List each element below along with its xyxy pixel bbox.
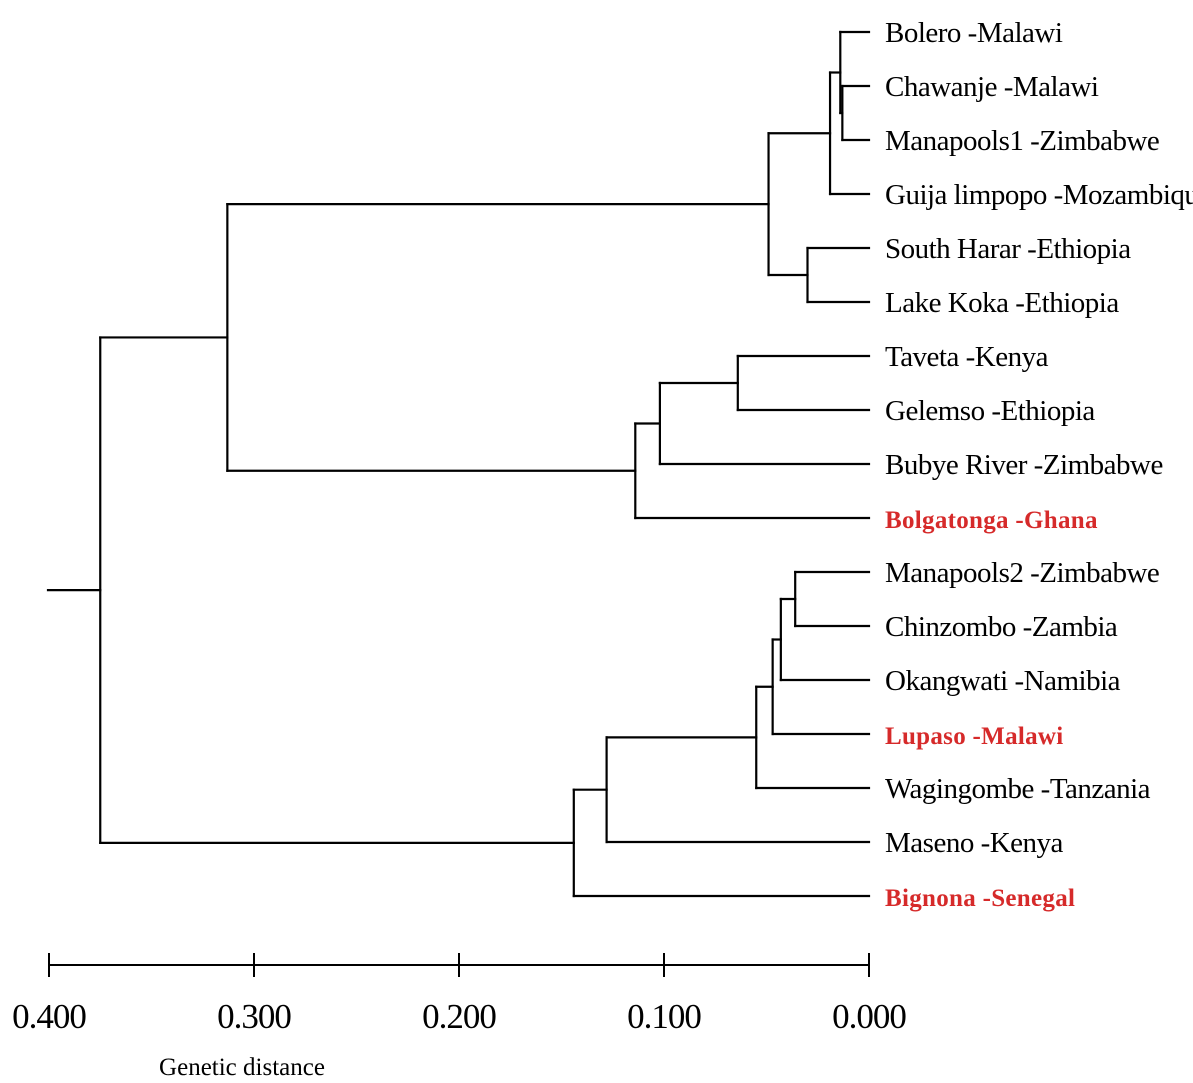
leaf-label: Manapools2 -Zimbabwe [885, 557, 1159, 589]
leaf-label: Okangwati -Namibia [885, 665, 1121, 697]
leaf-label: Bolero -Malawi [885, 17, 1063, 49]
leaf-label: Chinzombo -Zambia [885, 611, 1118, 643]
leaf-label: Taveta -Kenya [885, 341, 1049, 373]
leaf-label: Chawanje -Malawi [885, 71, 1099, 103]
tick-label: 0.400 [12, 997, 86, 1036]
genetic-distance-axis: 0.400 0.300 0.200 0.100 0.000 Genetic distan… [12, 953, 907, 1081]
tick-label: 0.200 [422, 997, 496, 1036]
axis-title: Genetic distance [159, 1054, 325, 1081]
leaf-label: South Harar -Ethiopia [885, 233, 1131, 265]
leaf-labels: Bolero -Malawi Chawanje -Malawi Manapools1… [885, 17, 1193, 912]
leaf-label: Bignona -Senegal [885, 885, 1075, 912]
leaf-label: Guija limpopo -Mozambique [885, 179, 1193, 211]
leaf-label: Gelemso -Ethiopia [885, 395, 1095, 427]
leaf-label: Wagingombe -Tanzania [885, 773, 1151, 805]
axis-ticks: 0.400 0.300 0.200 0.100 0.000 [12, 953, 907, 1036]
leaf-label: Bubye River -Zimbabwe [885, 449, 1163, 481]
tick-label: 0.100 [627, 997, 701, 1036]
leaf-label: Bolgatonga -Ghana [885, 507, 1098, 534]
leaf-label: Maseno -Kenya [885, 827, 1064, 859]
tick-label: 0.300 [217, 997, 291, 1036]
tick-label: 0.000 [832, 997, 906, 1036]
dendrogram-branches [46, 30, 871, 898]
leaf-label: Lake Koka -Ethiopia [885, 287, 1119, 319]
leaf-label: Lupaso -Malawi [885, 723, 1064, 750]
leaf-label: Manapools1 -Zimbabwe [885, 125, 1159, 157]
